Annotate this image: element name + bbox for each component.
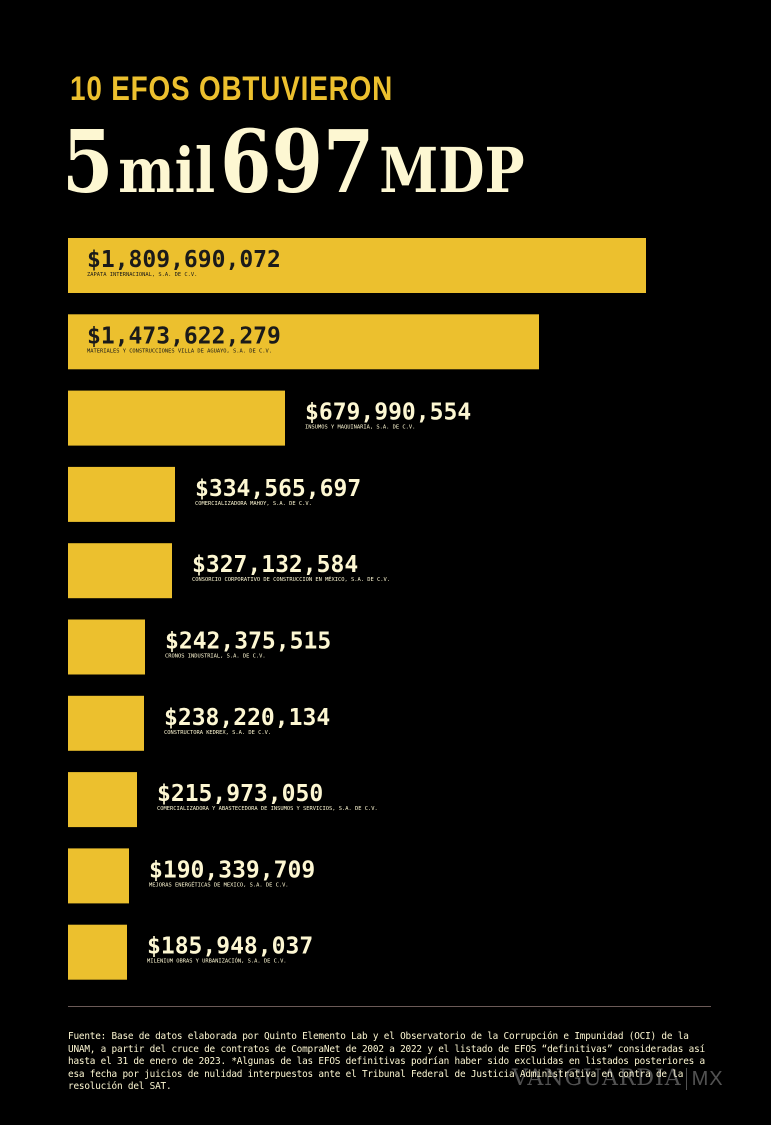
- bar-category-label: INSUMOS Y MAQUINARIA, S.A. DE C.V.: [305, 425, 415, 431]
- bar-9: [68, 848, 129, 904]
- bar-2: [68, 314, 539, 370]
- headline-amount-millions: 697: [219, 112, 375, 213]
- bar-1: [68, 238, 646, 293]
- bar-value-label: $242,375,515: [165, 629, 331, 655]
- bar-value-label: $190,339,709: [149, 857, 315, 883]
- bar-4: [68, 466, 175, 522]
- source-note: Fuente: Base de datos elaborada por Quin…: [68, 1031, 705, 1092]
- bar-value-label: $334,565,697: [195, 476, 361, 502]
- bar-category-label: MEJORAS ENERGÉTICAS DE MEXICO, S.A. DE C…: [149, 880, 289, 888]
- bar-category-label: ZAPATA INTERNACIONAL, S.A. DE C.V.: [87, 272, 197, 278]
- bar-category-label: CONSORCIO CORPORATIVO DE CONSTRUCCION EN…: [192, 575, 390, 583]
- watermark-logo: VANGUARDIA MX: [512, 1066, 724, 1091]
- bar-8: [68, 772, 137, 828]
- bar-category-label: COMERCIALIZADORA MAHOY, S.A. DE C.V.: [195, 501, 312, 507]
- headline-amount-thousands: 5: [62, 112, 114, 213]
- bar-value-label: $327,132,584: [192, 552, 358, 578]
- headline-mil: mil: [118, 134, 216, 207]
- bar-value-label: $215,973,050: [157, 781, 323, 807]
- bar-value-label: $185,948,037: [147, 934, 313, 960]
- bar-7: [68, 695, 144, 751]
- bar-10: [68, 924, 127, 980]
- bar-category-label: CRONOS INDUSTRIAL, S.A. DE C.V.: [165, 654, 266, 660]
- headline-unit: MDP: [379, 134, 525, 207]
- bar-3: [68, 390, 285, 446]
- bar-value-label: $679,990,554: [305, 400, 471, 426]
- bar-6: [68, 619, 145, 675]
- footer-divider: [68, 1006, 711, 1007]
- bar-category-label: MILENIUM OBRAS Y URBANIZACIÓN, S.A. DE C…: [147, 958, 287, 965]
- bar-value-label: $238,220,134: [164, 705, 330, 731]
- bar-value-label: $1,473,622,279: [87, 323, 281, 349]
- chart-headline: 5 mil 697 MDP: [62, 112, 525, 213]
- bar-category-label: MATERIALES Y CONSTRUCCIONES VILLA DE AGU…: [87, 348, 272, 354]
- bar-category-label: COMERCIALIZADORA Y ABASTECEDORA DE INSUM…: [157, 806, 378, 812]
- watermark-text: VANGUARDIA: [512, 1066, 682, 1091]
- bar-5: [68, 543, 172, 599]
- bar-value-label: $1,809,690,072: [87, 247, 281, 273]
- bar-category-label: CONSTRUCTORA KEDREX, S.A. DE C.V.: [164, 730, 271, 736]
- chart-kicker: 10 EFOS OBTUVIERON: [70, 70, 394, 108]
- watermark-suffix: MX: [685, 1068, 724, 1090]
